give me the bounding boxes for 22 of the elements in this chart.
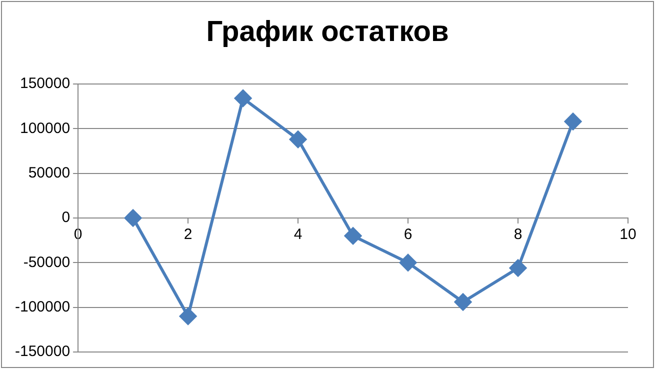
x-tick-label: 4 bbox=[294, 226, 302, 244]
y-tick-label: -100000 bbox=[14, 298, 70, 316]
point bbox=[564, 113, 582, 130]
point bbox=[180, 308, 197, 325]
y-tick-label: -50000 bbox=[23, 254, 70, 271]
x-tick-label: 6 bbox=[404, 226, 412, 244]
point bbox=[510, 260, 527, 277]
point bbox=[344, 227, 362, 244]
point bbox=[124, 210, 142, 226]
x-tick-label: 2 bbox=[184, 226, 192, 244]
y-tick-label: 150000 bbox=[20, 75, 70, 92]
y-tick-label: 50000 bbox=[28, 164, 70, 182]
y-tick-label: -150000 bbox=[14, 343, 70, 360]
point bbox=[400, 254, 417, 272]
x-tick-label: 10 bbox=[620, 226, 636, 244]
point bbox=[290, 130, 307, 148]
x-tick-label: 8 bbox=[514, 226, 522, 244]
point bbox=[234, 90, 252, 107]
point bbox=[454, 293, 472, 310]
y-tick-label: 0 bbox=[62, 209, 70, 226]
y-tick-label: 100000 bbox=[20, 120, 70, 137]
chart-title: График остатков bbox=[205, 16, 450, 49]
